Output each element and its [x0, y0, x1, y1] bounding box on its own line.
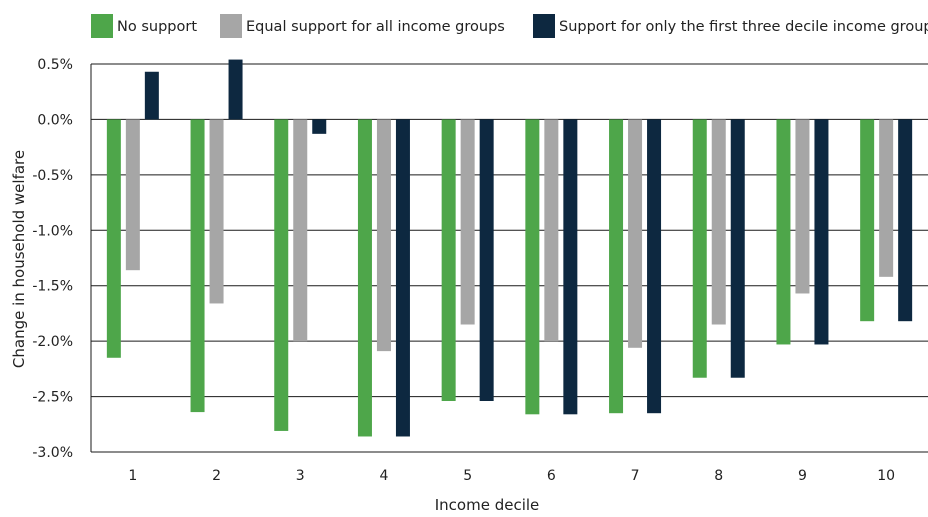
x-tick-label: 4 — [379, 468, 388, 484]
bar-series-2 — [376, 119, 391, 352]
x-tick-label: 6 — [547, 468, 556, 484]
y-tick-label: -2.0% — [32, 334, 73, 350]
y-tick-label: 0.0% — [37, 112, 73, 128]
y-tick-label: -2.5% — [32, 390, 73, 406]
y-tick-label: 0.5% — [37, 57, 73, 73]
bar-series-2 — [879, 119, 894, 277]
bar-series-2 — [209, 119, 224, 304]
bar-series-1 — [692, 119, 707, 378]
bar-series-2 — [460, 119, 475, 325]
axes: 0.5% 0.0% -0.5% -1.0% -1.5% -2.0% -2.5% -3.0% 1 2… — [32, 57, 895, 484]
y-tick-label: -1.5% — [32, 279, 73, 295]
bar-series-2 — [125, 119, 140, 271]
x-axis-label: Income decile — [435, 496, 540, 513]
bar-series-2 — [795, 119, 810, 294]
x-tick-label: 2 — [212, 468, 221, 484]
bar-series-3 — [395, 119, 410, 437]
legend-swatch — [220, 14, 242, 38]
bar-series-3 — [228, 59, 243, 120]
legend-swatch — [533, 14, 555, 38]
bar-series-1 — [525, 119, 540, 415]
bars — [106, 59, 913, 437]
y-tick-label: -1.0% — [32, 223, 73, 239]
y-tick-label: -0.5% — [32, 168, 73, 184]
bar-series-3 — [730, 119, 745, 378]
bar-series-3 — [647, 119, 662, 414]
bar-series-3 — [144, 71, 159, 120]
bar-series-2 — [711, 119, 726, 325]
bar-series-3 — [479, 119, 494, 402]
bar-series-3 — [563, 119, 578, 415]
x-tick-label: 3 — [296, 468, 305, 484]
bar-series-3 — [312, 119, 327, 134]
legend: No support Equal support for all income g… — [91, 14, 928, 38]
bar-series-3 — [814, 119, 829, 345]
y-axis-label: Change in household welfare — [10, 150, 28, 368]
x-tick-label: 9 — [798, 468, 807, 484]
bar-series-1 — [441, 119, 456, 402]
bar-series-1 — [776, 119, 791, 345]
x-tick-label: 7 — [631, 468, 640, 484]
y-tick-label: -3.0% — [32, 445, 73, 461]
x-tick-label: 1 — [128, 468, 137, 484]
bar-series-2 — [628, 119, 643, 348]
bar-series-3 — [898, 119, 913, 322]
bar-series-1 — [274, 119, 289, 431]
bar-series-1 — [190, 119, 205, 413]
legend-label: Support for only the first three decile … — [559, 19, 928, 35]
legend-swatch — [91, 14, 113, 38]
bar-series-1 — [357, 119, 372, 437]
legend-label: No support — [117, 19, 197, 35]
bar-series-1 — [860, 119, 875, 322]
x-tick-label: 5 — [463, 468, 472, 484]
legend-label: Equal support for all income groups — [246, 19, 505, 35]
x-tick-label: 10 — [877, 468, 895, 484]
bar-series-2 — [293, 119, 308, 342]
x-tick-label: 8 — [714, 468, 723, 484]
bar-series-1 — [106, 119, 121, 358]
bar-series-2 — [544, 119, 559, 342]
bar-series-1 — [609, 119, 624, 414]
